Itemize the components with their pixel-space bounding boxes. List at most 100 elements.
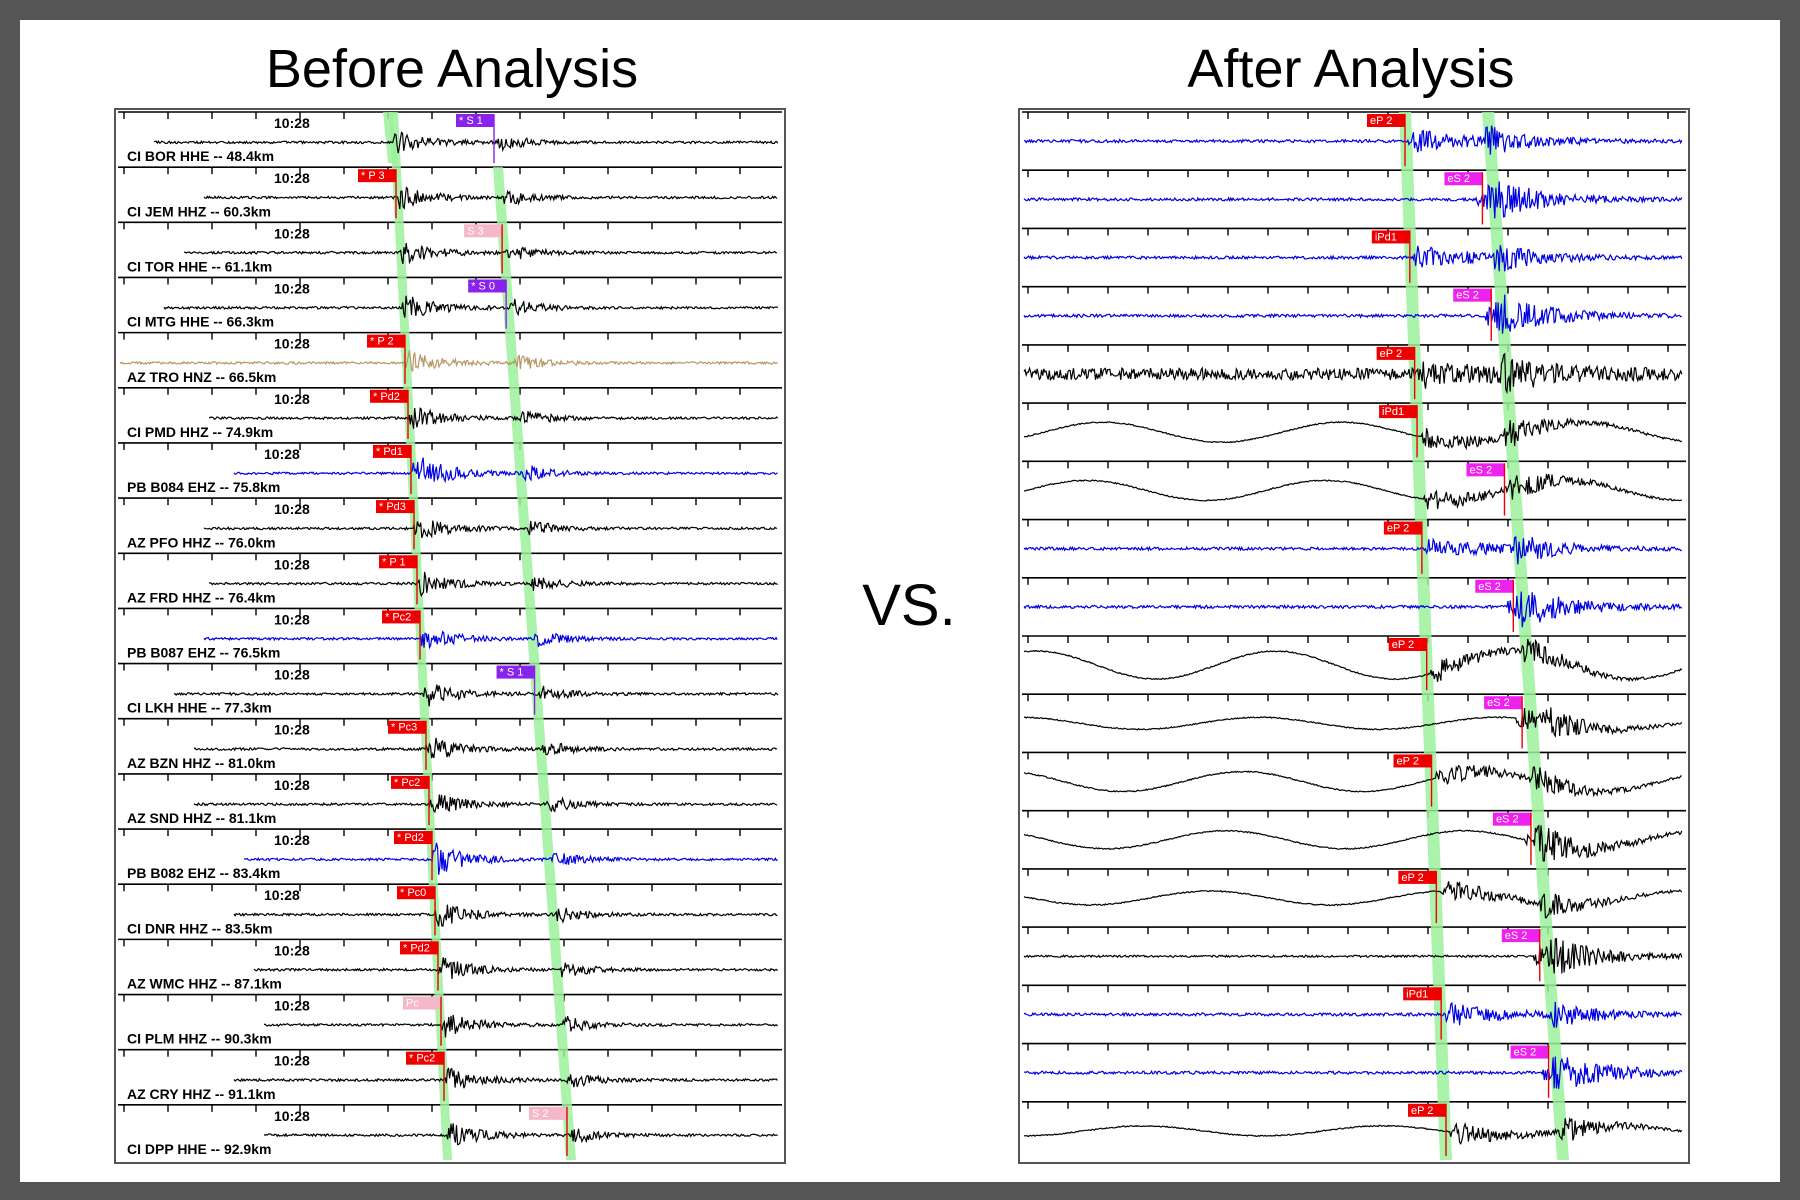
phase-pick-marker[interactable]: * Pd2 (394, 831, 433, 881)
station-label: PB B082 EHZ -- 83.4km (127, 865, 280, 881)
time-label: 10:28 (274, 556, 310, 572)
pick-label: eP 2 (1387, 523, 1409, 535)
seismogram-trace (1024, 473, 1683, 510)
time-label: 10:28 (274, 667, 310, 683)
phase-pick-marker[interactable]: * Pd2 (400, 941, 439, 991)
pick-label: * Pc2 (394, 777, 420, 789)
station-label: AZ PFO HHZ -- 76.0km (127, 534, 276, 550)
pick-label: * Pd1 (376, 446, 403, 458)
pick-label: iPd1 (1382, 406, 1404, 418)
phase-pick-marker[interactable]: * P 2 (367, 334, 406, 384)
phase-pick-marker[interactable]: eS 2 (1453, 288, 1492, 341)
pick-label: iPd1 (1406, 988, 1428, 1000)
seismogram-trace (193, 794, 778, 814)
time-label: 10:28 (274, 777, 310, 793)
pick-label: * S 0 (471, 280, 495, 292)
station-label: CI MTG HHE -- 66.3km (127, 314, 274, 330)
pick-label: * Pd3 (379, 501, 406, 513)
pick-label: * Pd2 (373, 391, 400, 403)
phase-pick-marker[interactable]: * Pc0 (397, 886, 436, 936)
station-label: AZ CRY HHZ -- 91.1km (127, 1086, 276, 1102)
phase-pick-marker[interactable]: * Pc2 (406, 1051, 445, 1101)
pick-label: * Pd2 (397, 832, 424, 844)
pick-label: eP 2 (1392, 639, 1414, 651)
time-label: 10:28 (274, 115, 310, 131)
pick-label: eP 2 (1411, 1105, 1433, 1117)
phase-pick-marker[interactable]: eS 2 (1475, 579, 1514, 632)
seismogram-trace (1023, 417, 1683, 451)
pick-label: eS 2 (1487, 697, 1510, 709)
pick-label: iPd1 (1375, 231, 1397, 243)
station-label: PB B084 EHZ -- 75.8km (127, 479, 280, 495)
phase-pick-marker[interactable]: * Pc2 (391, 775, 430, 826)
seismogram-trace (208, 571, 778, 598)
s-window-band (493, 167, 576, 1160)
phase-pick-marker[interactable]: * Pd3 (376, 500, 415, 550)
pick-label: eS 2 (1447, 173, 1470, 185)
pick-label: * P 1 (382, 556, 406, 568)
seismogram-trace (209, 407, 779, 429)
phase-pick-marker[interactable]: * Pd1 (373, 444, 412, 495)
phase-pick-marker[interactable]: * S 1 (496, 665, 536, 715)
phase-pick-marker[interactable]: S 3 (464, 224, 503, 274)
station-label: CI LKH HHE -- 77.3km (127, 700, 272, 716)
station-label: AZ BZN HHZ -- 81.0km (127, 755, 276, 771)
seismogram-trace (1023, 824, 1683, 862)
phase-pick-marker[interactable]: * S 1 (456, 114, 495, 164)
phase-pick-marker[interactable]: * Pd2 (370, 389, 409, 439)
pick-label: eP 2 (1370, 115, 1392, 127)
station-label: CI DNR HHZ -- 83.5km (127, 920, 272, 936)
before-title: Before Analysis (265, 39, 639, 99)
station-label: CI DPP HHE -- 92.9km (127, 1141, 271, 1157)
phase-pick-marker[interactable]: S 2 (529, 1106, 568, 1156)
phase-pick-marker[interactable]: eS 2 (1484, 696, 1523, 749)
phase-pick-marker[interactable]: eP 2 (1383, 521, 1423, 574)
phase-pick-marker[interactable]: Pc (403, 996, 442, 1046)
phase-pick-marker[interactable]: eP 2 (1393, 754, 1433, 807)
phase-pick-marker[interactable]: eS 2 (1510, 1045, 1550, 1098)
phase-pick-marker[interactable]: eP 2 (1376, 346, 1416, 400)
phase-pick-marker[interactable]: * P 3 (358, 169, 397, 219)
phase-pick-marker[interactable]: iPd1 (1379, 405, 1418, 458)
phase-pick-marker[interactable]: * Pc2 (382, 610, 421, 660)
station-label: AZ FRD HHZ -- 76.4km (127, 589, 276, 605)
phase-pick-marker[interactable]: eS 2 (1492, 812, 1532, 865)
seismogram-trace (233, 1067, 778, 1089)
after-title: After Analysis (1187, 39, 1515, 99)
phase-pick-marker[interactable]: eS 2 (1444, 172, 1484, 225)
seismogram-trace (233, 457, 778, 484)
phase-pick-marker[interactable]: * P 1 (379, 555, 418, 605)
pick-label: eP 2 (1380, 348, 1402, 360)
phase-pick-marker[interactable]: eS 2 (1501, 929, 1541, 982)
phase-pick-marker[interactable]: eP 2 (1408, 1103, 1447, 1156)
pick-label: * S 1 (459, 115, 483, 127)
time-label: 10:28 (274, 611, 310, 627)
pick-label: * Pc2 (409, 1053, 435, 1065)
station-label: CI BOR HHE -- 48.4km (127, 148, 274, 164)
seismogram-trace (1023, 294, 1682, 334)
time-label: 10:28 (274, 336, 310, 352)
phase-pick-marker[interactable]: iPd1 (1403, 987, 1442, 1040)
seismogram-trace (1024, 707, 1683, 739)
phase-pick-marker[interactable]: iPd1 (1371, 230, 1411, 283)
phase-pick-marker[interactable]: eS 2 (1466, 463, 1506, 516)
seismogram-trace (173, 684, 779, 707)
panel-frame (114, 108, 786, 1164)
pick-label: S 2 (532, 1108, 549, 1120)
station-label: CI TOR HHE -- 61.1km (127, 258, 272, 274)
station-label: AZ SND HHZ -- 81.1km (127, 810, 276, 826)
time-label: 10:28 (274, 722, 310, 738)
seismogram-trace (1023, 764, 1682, 798)
pick-label: eS 2 (1514, 1047, 1537, 1059)
phase-pick-marker[interactable]: eP 2 (1388, 638, 1428, 691)
phase-pick-marker[interactable]: eP 2 (1367, 114, 1406, 167)
seismogram-trace (1023, 125, 1683, 155)
seismogram-trace (1023, 352, 1683, 395)
pick-label: * Pc0 (400, 887, 426, 899)
time-label: 10:28 (274, 280, 310, 296)
pick-label: Pc (406, 998, 419, 1010)
phase-pick-marker[interactable]: eP 2 (1398, 870, 1438, 924)
phase-pick-marker[interactable]: * S 0 (468, 279, 507, 329)
phase-pick-marker[interactable]: * Pc3 (388, 720, 427, 770)
